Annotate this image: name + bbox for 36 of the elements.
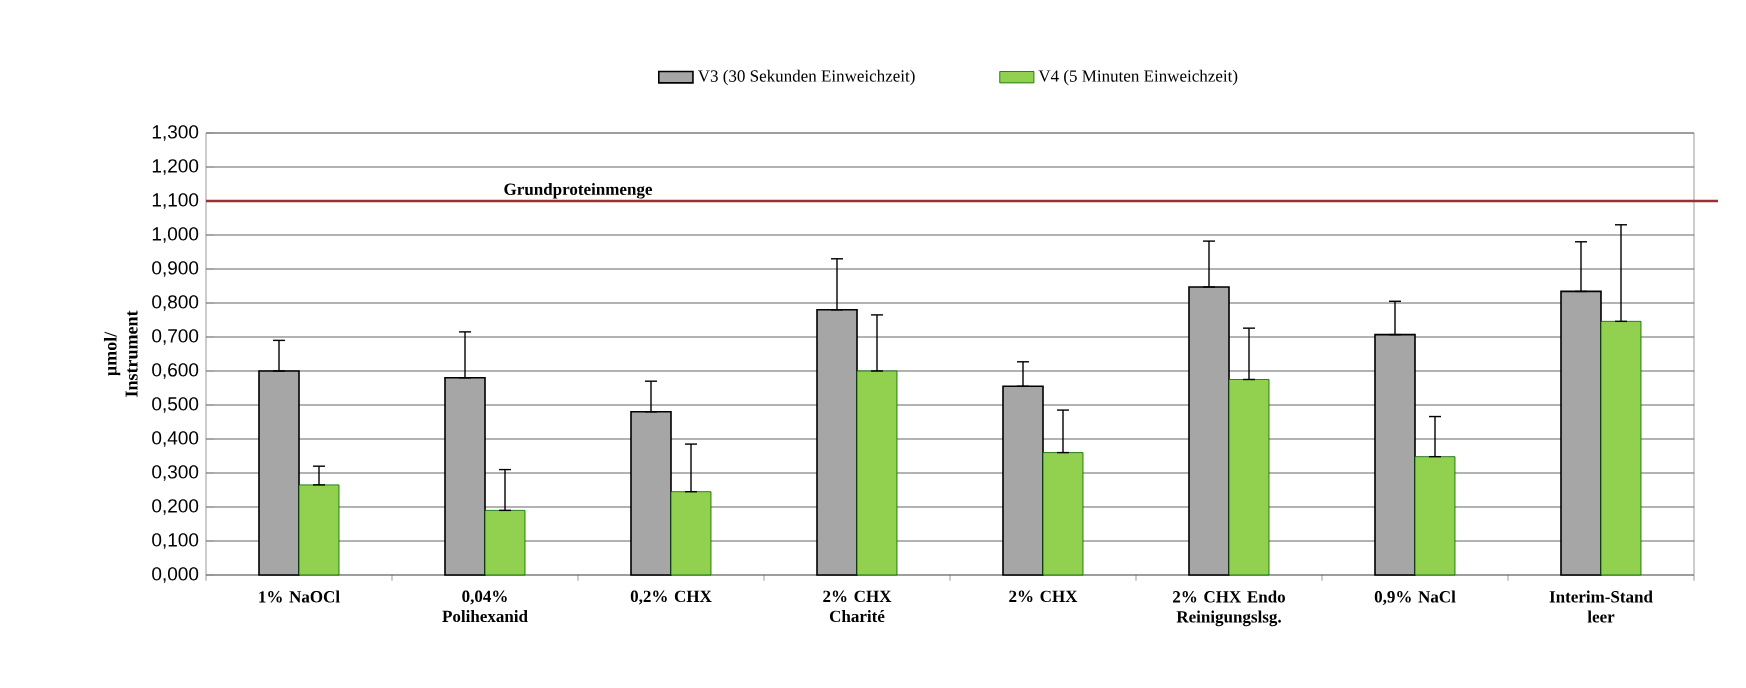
x-tick-label: 0,04% Polihexanid bbox=[442, 590, 528, 623]
y-tick-label: 1,200 bbox=[152, 159, 199, 175]
bar bbox=[258, 370, 300, 576]
y-tick-label: 0,600 bbox=[152, 363, 199, 379]
bar bbox=[1188, 286, 1230, 576]
legend-label: V3 (30 Sekunden Einweichzeit) bbox=[697, 69, 915, 86]
x-tick-label: 2% CHX bbox=[1009, 590, 1078, 603]
y-tick-label: 0,100 bbox=[152, 533, 199, 549]
y-tick-label: 0,900 bbox=[152, 261, 199, 277]
y-tick-label: 1,000 bbox=[152, 227, 199, 243]
y-tick-label: 0,300 bbox=[152, 465, 199, 481]
bar bbox=[670, 491, 712, 576]
y-axis-title: µmol/ Instrument bbox=[103, 310, 138, 397]
y-tick-label: 1,300 bbox=[152, 125, 199, 141]
x-tick-label: Interim-Stand leer bbox=[1549, 590, 1653, 623]
x-tick-label: 2% CHX Charité bbox=[823, 590, 892, 623]
x-tick-label: 0,9% NaCl bbox=[1374, 590, 1456, 606]
bar bbox=[1414, 456, 1456, 576]
y-tick-label: 1,100 bbox=[152, 193, 199, 209]
x-tick-label: 1% NaOCl bbox=[259, 590, 340, 603]
y-tick-label: 0,800 bbox=[152, 295, 199, 311]
y-tick-label: 0,700 bbox=[152, 329, 199, 345]
y-tick-label: 0,200 bbox=[152, 499, 199, 515]
legend-label: V4 (5 Minuten Einweichzeit) bbox=[1038, 69, 1238, 86]
x-tick-label: 0,2% CHX bbox=[630, 590, 712, 605]
bar bbox=[1228, 379, 1270, 576]
bar bbox=[484, 509, 526, 576]
y-tick-label: 0,500 bbox=[152, 397, 199, 413]
bar bbox=[298, 484, 340, 576]
y-tick-label: 0,400 bbox=[152, 431, 199, 447]
y-tick-label: 0,000 bbox=[152, 567, 199, 583]
x-tick-label: 2% CHX Endo Reinigungslsg. bbox=[1173, 590, 1285, 627]
ref-line-label: Grundproteinmenge bbox=[504, 183, 653, 199]
bar bbox=[1042, 452, 1084, 576]
bar bbox=[1600, 320, 1642, 576]
bar bbox=[856, 370, 898, 576]
